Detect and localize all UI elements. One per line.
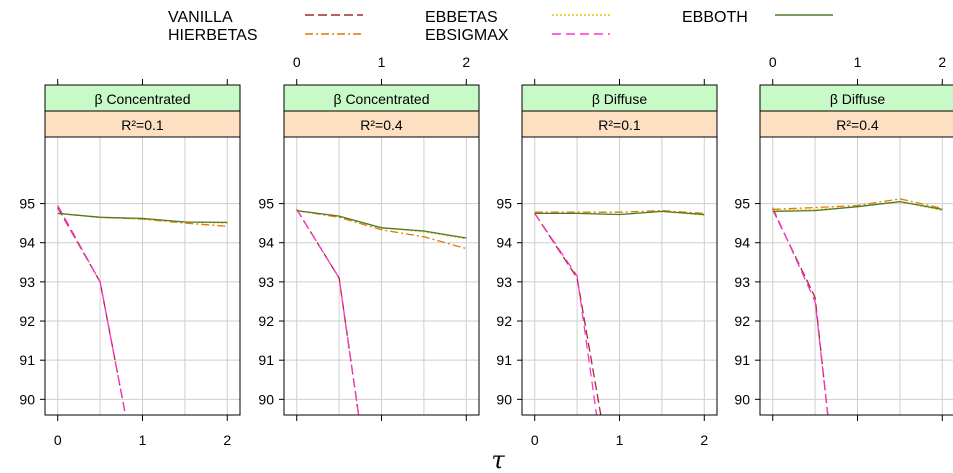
series-line-ebsigmax bbox=[534, 213, 598, 415]
y-tick-label: 90 bbox=[496, 391, 512, 407]
panel-3: β Diffuse R²=0.1 90 91 92 93 94 95 0 1 2 bbox=[496, 79, 718, 448]
x-tick-label: 2 bbox=[223, 432, 231, 448]
series-group bbox=[772, 198, 943, 415]
strip-bottom-label: R²=0.1 bbox=[598, 117, 641, 133]
x-tick-label-top: 0 bbox=[769, 54, 777, 70]
x-tick-label: 0 bbox=[54, 432, 62, 448]
strip-bottom bbox=[44, 110, 241, 138]
x-tick-label-top: 0 bbox=[293, 54, 301, 70]
legend-label: EBBETAS bbox=[425, 9, 498, 26]
y-tick-label: 90 bbox=[258, 391, 274, 407]
series-line-ebboth bbox=[534, 210, 705, 216]
y-tick-label: 94 bbox=[258, 235, 274, 251]
series-line-ebboth bbox=[296, 209, 467, 239]
series-group bbox=[296, 209, 467, 415]
strip-bottom-label: R²=0.4 bbox=[836, 117, 879, 133]
x-tick-label-top: 1 bbox=[378, 54, 386, 70]
y-tick-label: 92 bbox=[734, 313, 750, 329]
series-line-vanilla bbox=[296, 209, 360, 415]
strip-bottom bbox=[283, 110, 480, 138]
legend-label: HIERBETAS bbox=[168, 27, 258, 44]
x-axis-title: τ bbox=[491, 446, 505, 473]
y-tick-label: 95 bbox=[258, 196, 274, 212]
y-tick-label: 95 bbox=[496, 196, 512, 212]
series-line-ebsigmax bbox=[296, 209, 360, 415]
y-tick-label: 94 bbox=[496, 235, 512, 251]
series-line-ebboth bbox=[57, 212, 228, 224]
y-tick-label: 91 bbox=[734, 352, 750, 368]
strip-top-label: β Concentrated bbox=[95, 91, 191, 107]
x-tick-label: 1 bbox=[139, 432, 147, 448]
x-tick-label-top: 2 bbox=[462, 54, 470, 70]
y-tick-label: 92 bbox=[496, 313, 512, 329]
legend-label: EBSIGMAX bbox=[425, 27, 509, 44]
series-line-hierbetas bbox=[296, 209, 467, 250]
legend-label: VANILLA bbox=[168, 9, 233, 26]
series-line-vanilla bbox=[534, 213, 602, 415]
y-tick-label: 90 bbox=[734, 391, 750, 407]
strip-bottom bbox=[759, 110, 953, 138]
panel-2: β Concentrated R²=0.4 90 91 92 93 94 95 0 1 2 bbox=[258, 54, 480, 421]
series-line-ebsigmax bbox=[772, 207, 829, 415]
strip-top-label: β Concentrated bbox=[334, 91, 430, 107]
y-tick-label: 93 bbox=[496, 274, 512, 290]
series-line-ebsigmax bbox=[57, 205, 127, 415]
y-tick-label: 91 bbox=[19, 352, 35, 368]
y-tick-label: 94 bbox=[19, 235, 35, 251]
y-tick-label: 91 bbox=[258, 352, 274, 368]
x-tick-label: 1 bbox=[616, 432, 624, 448]
series-line-hierbetas bbox=[772, 198, 943, 211]
strip-top-label: β Diffuse bbox=[830, 91, 885, 107]
y-tick-label: 92 bbox=[258, 313, 274, 329]
series-line-ebboth bbox=[772, 200, 943, 213]
x-tick-label: 2 bbox=[700, 432, 708, 448]
x-tick-label: 0 bbox=[531, 432, 539, 448]
series-group bbox=[57, 205, 228, 415]
y-tick-label: 93 bbox=[19, 274, 35, 290]
y-tick-label: 93 bbox=[258, 274, 274, 290]
y-tick-label: 94 bbox=[734, 235, 750, 251]
x-tick-label-top: 1 bbox=[854, 54, 862, 70]
legend-label: EBBOTH bbox=[682, 9, 748, 26]
y-tick-label: 90 bbox=[19, 391, 35, 407]
series-line-vanilla bbox=[772, 209, 829, 415]
strip-top-label: β Diffuse bbox=[592, 91, 647, 107]
panel-4: β Diffuse R²=0.4 90 91 92 93 94 95 0 1 2 bbox=[734, 54, 953, 421]
y-tick-label: 92 bbox=[19, 313, 35, 329]
series-group bbox=[534, 209, 705, 415]
x-tick-label-top: 2 bbox=[938, 54, 946, 70]
y-tick-label: 95 bbox=[734, 196, 750, 212]
series-line-vanilla bbox=[57, 207, 127, 415]
panel-1: β Concentrated R²=0.1 90 91 92 93 94 95 0 1 2 bbox=[19, 79, 241, 448]
series-line-hierbetas bbox=[534, 209, 705, 215]
strip-bottom-label: R²=0.1 bbox=[121, 117, 164, 133]
y-tick-label: 95 bbox=[19, 196, 35, 212]
strip-bottom-label: R²=0.4 bbox=[360, 117, 403, 133]
y-tick-label: 93 bbox=[734, 274, 750, 290]
strip-bottom bbox=[521, 110, 718, 138]
y-tick-label: 91 bbox=[496, 352, 512, 368]
